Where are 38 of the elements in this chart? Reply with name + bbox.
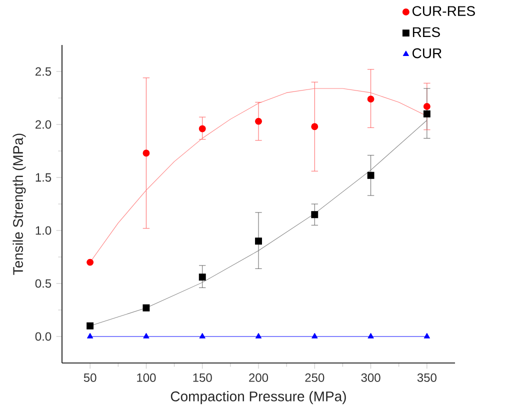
y-tick-label: 2.5 — [36, 67, 52, 76]
point — [367, 172, 374, 179]
point — [142, 150, 150, 157]
point — [143, 333, 150, 338]
y-tick-label: 1.0 — [36, 226, 52, 235]
y-tick-label: 2.0 — [36, 120, 52, 129]
y-tick-label: 0.5 — [35, 279, 52, 288]
y-axis-title: Tensile Strength (MPa) — [12, 134, 26, 275]
y-tick-label: 1.5 — [36, 173, 52, 182]
legend-label: CUR-RES — [412, 6, 475, 16]
x-tick-label: 150 — [193, 373, 212, 382]
point — [199, 333, 206, 338]
x-tick-label: 50 — [84, 373, 96, 382]
point — [86, 258, 94, 266]
legend-label: CUR — [412, 48, 442, 58]
point — [368, 333, 374, 338]
x-tick-label: 300 — [361, 373, 380, 382]
point — [255, 238, 262, 245]
point — [86, 322, 94, 330]
x-tick-label: 250 — [305, 373, 324, 382]
point — [311, 123, 318, 130]
point — [255, 118, 262, 125]
point — [424, 333, 430, 338]
point — [423, 103, 430, 110]
point — [255, 333, 262, 338]
point — [311, 211, 318, 218]
point — [423, 110, 430, 118]
point — [198, 125, 206, 132]
legend-label: RES — [412, 27, 440, 38]
point — [198, 274, 206, 281]
point — [367, 96, 374, 103]
point — [312, 333, 318, 338]
x-tick-label: 200 — [249, 373, 268, 382]
point — [87, 333, 94, 338]
x-tick-label: 100 — [137, 373, 156, 382]
x-tick-label: 350 — [417, 373, 436, 382]
x-axis-title: Compaction Pressure (MPa) — [170, 391, 346, 404]
y-tick-label: 0.0 — [35, 332, 52, 341]
